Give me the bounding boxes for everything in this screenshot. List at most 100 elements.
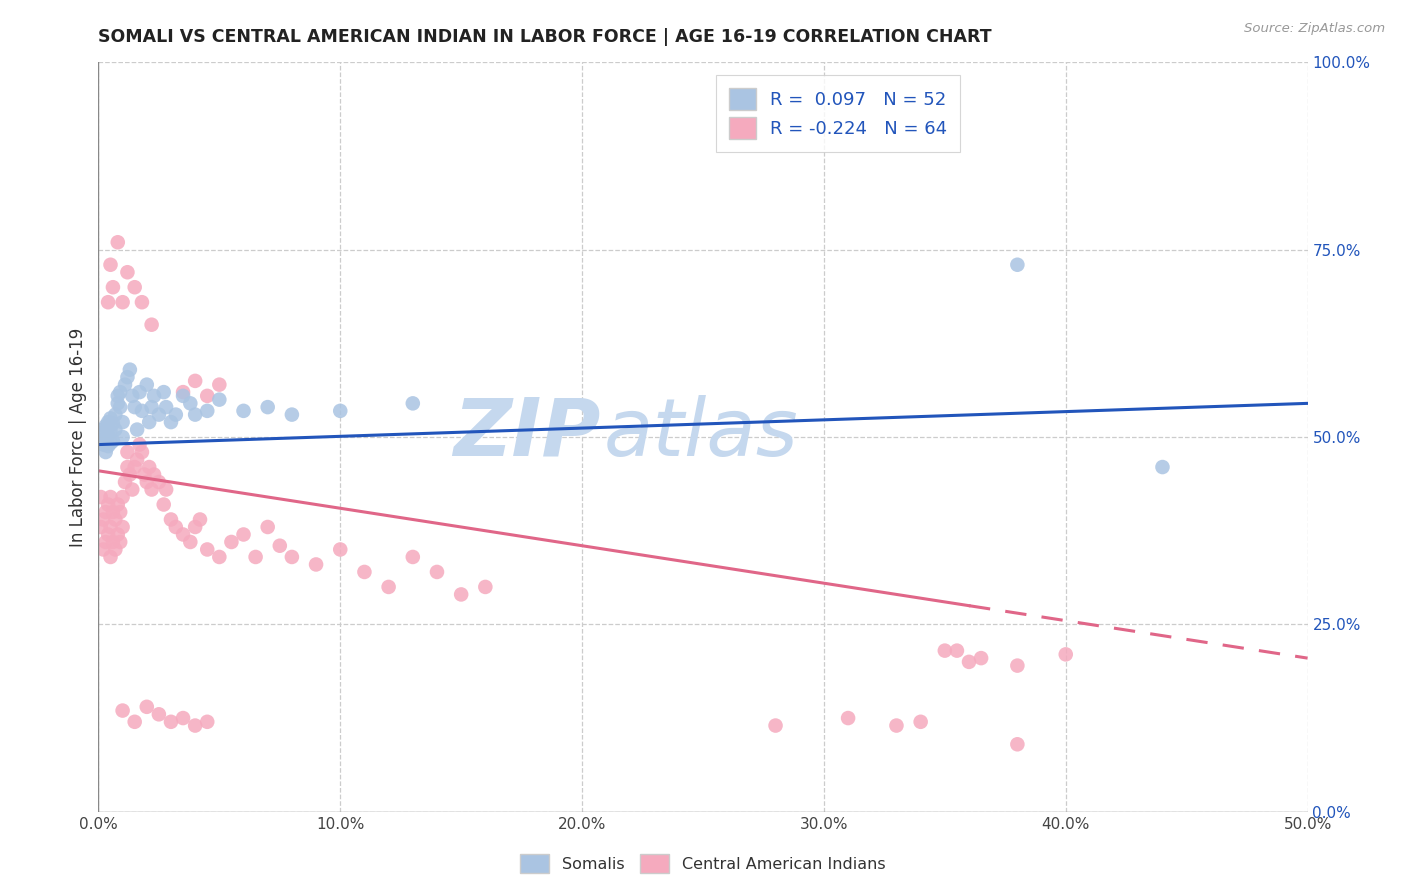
Text: ZIP: ZIP [453,394,600,473]
Point [111,520,134,534]
Point [90,434,112,448]
Y-axis label: In Labor Force | Age 16-19: In Labor Force | Age 16-19 [69,327,87,547]
Point [1007,658,1029,673]
Point [138,460,160,475]
Point [152,498,174,512]
Point [172,389,194,403]
Point [100,490,122,504]
Point [221,535,243,549]
Point [111,415,134,429]
Point [135,475,157,489]
Point [111,295,134,310]
Point [910,714,932,729]
Point [117,265,139,279]
Point [165,408,187,422]
Point [155,483,177,497]
Point [188,512,211,526]
Point [131,404,153,418]
Point [94,505,117,519]
Point [148,475,170,489]
Point [329,404,352,418]
Point [128,437,150,451]
Point [101,505,124,519]
Point [160,415,183,429]
Point [100,258,122,272]
Point [141,400,163,414]
Point [245,549,267,564]
Point [1054,648,1077,662]
Point [138,415,160,429]
Point [100,520,122,534]
Point [141,483,163,497]
Point [117,460,139,475]
Point [135,377,157,392]
Point [934,643,956,657]
Point [143,389,166,403]
Point [886,718,908,732]
Point [143,467,166,482]
Point [1152,460,1174,475]
Point [124,280,146,294]
Point [94,535,117,549]
Point [208,392,231,407]
Point [104,512,127,526]
Text: SOMALI VS CENTRAL AMERICAN INDIAN IN LABOR FORCE | AGE 16-19 CORRELATION CHART: SOMALI VS CENTRAL AMERICAN INDIAN IN LAB… [98,28,993,45]
Point [208,377,231,392]
Point [107,527,129,541]
Point [107,389,129,403]
Point [101,417,124,431]
Point [104,542,127,557]
Point [256,400,278,414]
Point [148,707,170,722]
Point [172,711,194,725]
Point [765,718,787,732]
Point [97,295,120,310]
Point [104,423,127,437]
Point [91,512,114,526]
Point [94,432,117,446]
Point [1007,737,1029,751]
Point [184,718,207,732]
Point [377,580,399,594]
Point [121,483,143,497]
Point [100,436,122,450]
Point [108,385,131,400]
Point [208,549,231,564]
Point [104,408,127,422]
Text: Source: ZipAtlas.com: Source: ZipAtlas.com [1244,22,1385,36]
Point [118,467,141,482]
Legend: Somalis, Central American Indians: Somalis, Central American Indians [515,847,891,880]
Point [970,651,993,665]
Point [232,527,254,541]
Point [108,400,131,414]
Point [107,235,129,250]
Point [100,424,122,438]
Point [474,580,496,594]
Point [91,423,114,437]
Point [426,565,449,579]
Point [179,535,201,549]
Point [281,549,304,564]
Point [184,374,207,388]
Point [97,498,120,512]
Point [152,385,174,400]
Point [172,527,194,541]
Point [124,400,146,414]
Point [124,714,146,729]
Point [160,714,183,729]
Point [179,396,201,410]
Point [90,490,112,504]
Point [114,377,136,392]
Point [91,542,114,557]
Point [195,714,218,729]
Point [131,445,153,459]
Point [141,318,163,332]
Point [837,711,859,725]
Point [111,704,134,718]
Point [195,404,218,418]
Point [127,452,149,467]
Point [305,558,328,572]
Point [195,389,218,403]
Point [155,400,177,414]
Point [97,527,120,541]
